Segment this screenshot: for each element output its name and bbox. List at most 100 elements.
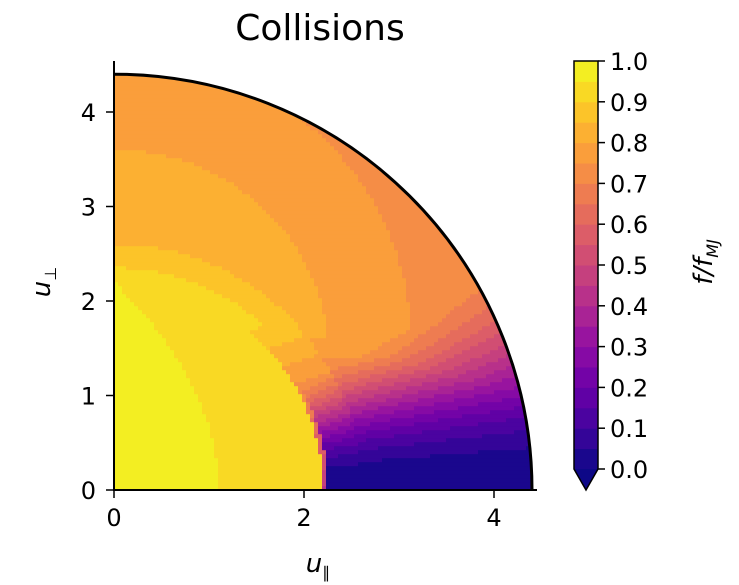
contour-cell <box>294 226 299 231</box>
contour-cell <box>218 270 223 275</box>
contour-cell <box>178 322 183 327</box>
contour-cell <box>214 310 219 315</box>
contour-cell <box>210 458 215 463</box>
contour-cell <box>126 326 131 331</box>
contour-cell <box>202 86 207 91</box>
contour-cell <box>170 198 175 203</box>
contour-cell <box>234 362 239 367</box>
contour-cell <box>218 478 223 483</box>
contour-cell <box>294 118 299 123</box>
contour-cell <box>294 302 299 307</box>
contour-cell <box>258 294 263 299</box>
contour-cell <box>118 406 123 411</box>
contour-cell <box>222 94 227 99</box>
contour-cell <box>202 446 207 451</box>
contour-cell <box>266 218 271 223</box>
contour-cell <box>290 226 295 231</box>
contour-cell <box>294 390 299 395</box>
contour-cell <box>154 398 159 403</box>
contour-cell <box>122 166 127 171</box>
contour-cell <box>122 90 127 95</box>
contour-cell <box>230 82 235 87</box>
contour-cell <box>114 154 119 159</box>
contour-cell <box>130 398 135 403</box>
contour-cell <box>274 286 279 291</box>
contour-cell <box>158 98 163 103</box>
contour-cell <box>198 274 203 279</box>
contour-cell <box>258 262 263 267</box>
contour-cell <box>262 362 267 367</box>
contour-cell <box>218 242 223 247</box>
contour-cell <box>286 334 291 339</box>
contour-cell <box>250 486 255 490</box>
contour-cell <box>162 178 167 183</box>
contour-cell <box>278 238 283 243</box>
contour-cell <box>222 290 227 295</box>
contour-cell <box>154 338 159 343</box>
contour-cell <box>206 98 211 103</box>
contour-cell <box>218 294 223 299</box>
contour-cell <box>282 286 287 291</box>
contour-cell <box>242 434 247 439</box>
contour-cell <box>126 214 131 219</box>
contour-cell <box>114 302 119 307</box>
contour-cell <box>218 226 223 231</box>
contour-cell <box>218 418 223 423</box>
contour-cell <box>154 246 159 251</box>
contour-cell <box>278 470 283 475</box>
contour-cell <box>222 342 227 347</box>
contour-cell <box>130 442 135 447</box>
contour-cell <box>242 334 247 339</box>
contour-cell <box>226 138 231 143</box>
contour-cell <box>158 382 163 387</box>
contour-cell <box>130 138 135 143</box>
contour-cell <box>278 298 283 303</box>
contour-cell <box>278 178 283 183</box>
contour-cell <box>134 74 139 79</box>
contour-cell <box>298 374 303 379</box>
contour-cell <box>190 454 195 459</box>
contour-cell <box>258 486 263 490</box>
contour-cell <box>298 438 303 443</box>
contour-cell <box>198 122 203 127</box>
contour-cell <box>134 174 139 179</box>
contour-cell <box>290 258 295 263</box>
contour-cell <box>210 278 215 283</box>
contour-cell <box>166 426 171 431</box>
contour-cell <box>114 138 119 143</box>
contour-cell <box>142 186 147 191</box>
contour-cell <box>170 246 175 251</box>
contour-cell <box>290 270 295 275</box>
contour-cell <box>238 322 243 327</box>
contour-cell <box>174 178 179 183</box>
contour-cell <box>242 354 247 359</box>
contour-cell <box>134 434 139 439</box>
contour-cell <box>126 82 131 87</box>
contour-cell <box>258 198 263 203</box>
contour-cell <box>122 370 127 375</box>
contour-cell <box>162 166 167 171</box>
contour-cell <box>210 334 215 339</box>
contour-cell <box>142 114 147 119</box>
contour-cell <box>234 158 239 163</box>
contour-cell <box>214 122 219 127</box>
contour-cell <box>126 102 131 107</box>
contour-cell <box>270 234 275 239</box>
contour-cell <box>194 178 199 183</box>
contour-cell <box>118 294 123 299</box>
contour-cell <box>142 154 147 159</box>
contour-cell <box>198 358 203 363</box>
contour-cell <box>134 138 139 143</box>
contour-cell <box>114 286 119 291</box>
contour-cell <box>126 470 131 475</box>
contour-cell <box>234 390 239 395</box>
contour-cell <box>118 462 123 467</box>
contour-cell <box>178 274 183 279</box>
contour-cell <box>250 190 255 195</box>
contour-cell <box>182 226 187 231</box>
contour-cell <box>262 278 267 283</box>
contour-cell <box>174 278 179 283</box>
contour-cell <box>290 386 295 391</box>
contour-cell <box>170 358 175 363</box>
contour-cell <box>222 390 227 395</box>
